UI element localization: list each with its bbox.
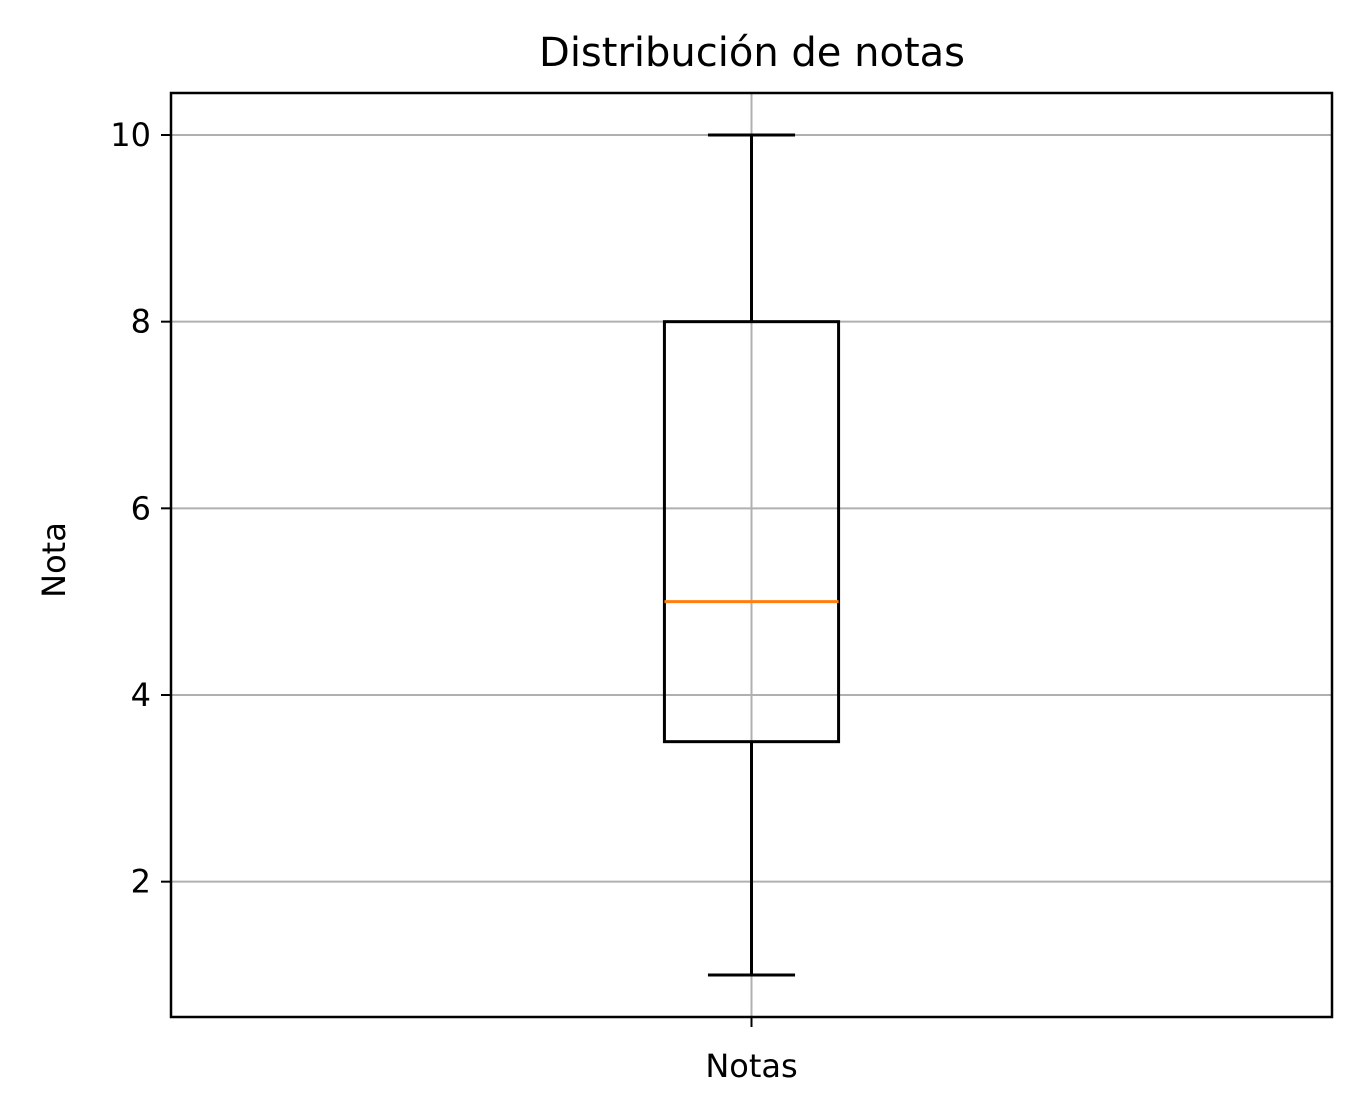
iqr-box [662,320,841,744]
chart-title: Distribución de notas [539,30,965,76]
x-tick-label: Notas [705,1047,797,1085]
y-tick-label: 4 [131,676,151,714]
y-tick-label: 10 [110,116,151,154]
y-axis-label: Nota [35,522,73,598]
box-group [662,133,841,977]
y-tick-label: 6 [131,489,151,527]
y-tick-label: 2 [131,863,151,901]
plot-frame [169,91,1334,1019]
axes: 2 4 6 8 10 Notas [110,116,797,1085]
y-tick-label: 8 [131,303,151,341]
